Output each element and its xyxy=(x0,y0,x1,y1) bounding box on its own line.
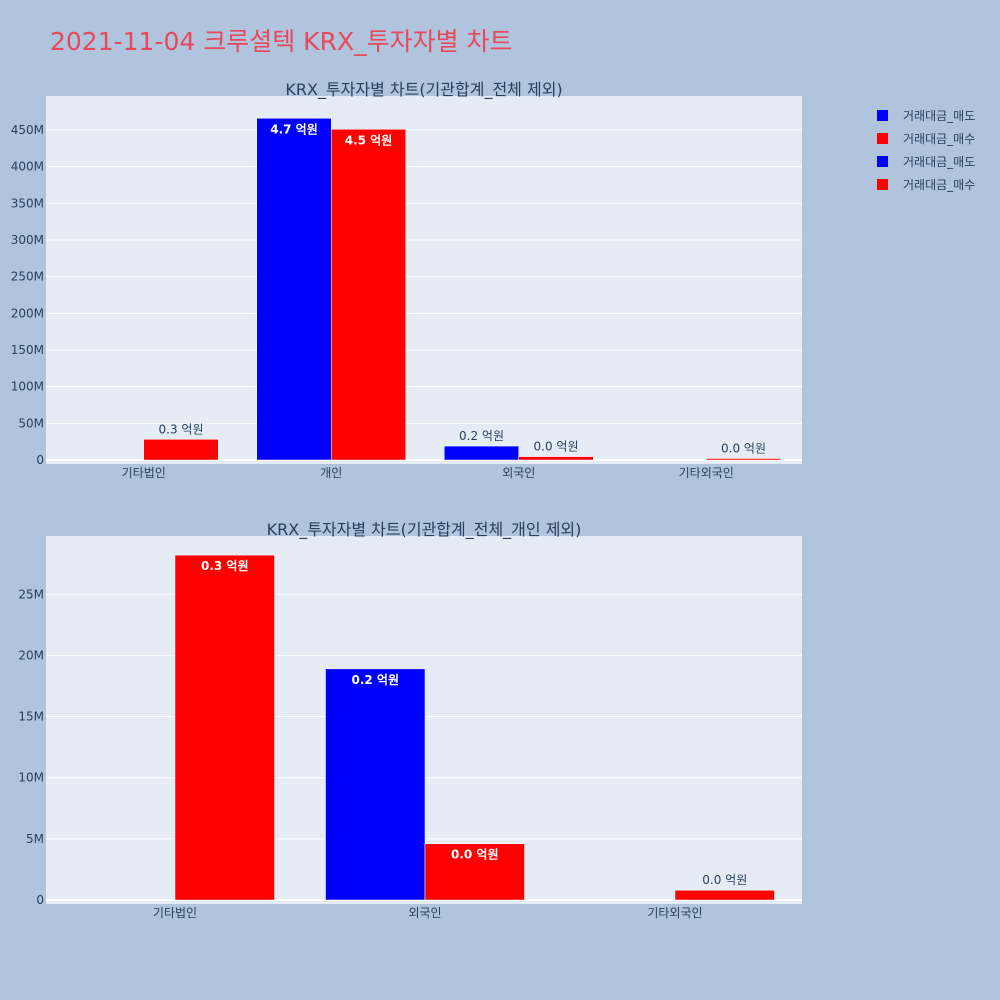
data-label: 0.0 억원 xyxy=(702,873,747,887)
data-label: 0.2 억원 xyxy=(459,429,504,443)
chart-title: KRX_투자자별 차트(기관합계_전체 제외) xyxy=(285,80,562,100)
chart-panel-1: 0 50M 100M 150M 200M 250M 300M 350M 400M 450M KRX_… xyxy=(11,80,802,480)
bar xyxy=(444,445,519,461)
legend-swatch xyxy=(877,110,888,121)
y-tick-label: 5M xyxy=(26,832,44,846)
legend-swatch xyxy=(877,156,888,167)
y-tick-label: 150M xyxy=(11,343,44,357)
data-label: 0.0 억원 xyxy=(451,848,499,862)
bar xyxy=(143,439,219,461)
y-tick-label: 50M xyxy=(18,416,44,430)
bar xyxy=(424,843,525,901)
y-tick-label: 0 xyxy=(36,453,44,467)
bar xyxy=(331,129,406,461)
y-tick-label: 100M xyxy=(11,380,44,394)
chart-panel-2: 0 5M 10M 15M 20M 25M KRX_투자자별 차트(기관합계_전체_개인 제외… xyxy=(18,520,802,920)
data-label: 0.0 억원 xyxy=(534,440,579,454)
bar xyxy=(674,889,775,901)
data-label: 0.3 억원 xyxy=(201,559,249,573)
y-tick-label: 400M xyxy=(11,160,44,174)
page-title: 2021-11-04 크루셜텍 KRX_투자자별 차트 xyxy=(50,27,513,56)
legend-label: 거래대금_매수 xyxy=(903,178,975,192)
bar xyxy=(518,456,594,461)
bar xyxy=(174,554,275,901)
y-tick-label: 25M xyxy=(18,587,44,601)
x-tick-label: 기타법인 xyxy=(122,466,166,480)
legend-label: 거래대금_매도 xyxy=(903,109,975,123)
data-label: 0.0 억원 xyxy=(721,442,766,456)
y-tick-label: 450M xyxy=(11,123,44,137)
x-tick-label: 외국인 xyxy=(408,906,441,920)
y-tick-label: 200M xyxy=(11,306,44,320)
x-tick-label: 기타법인 xyxy=(153,906,197,920)
data-label: 0.2 억원 xyxy=(351,673,399,687)
y-tick-label: 300M xyxy=(11,233,44,247)
plot-area xyxy=(46,96,802,464)
legend-label: 거래대금_매도 xyxy=(903,155,975,169)
x-tick-label: 기타외국인 xyxy=(647,906,702,920)
y-tick-label: 10M xyxy=(18,771,44,785)
x-tick-label: 개인 xyxy=(320,466,342,480)
y-tick-label: 0 xyxy=(36,893,44,907)
y-tick-label: 350M xyxy=(11,196,44,210)
legend-swatch xyxy=(877,133,888,144)
y-tick-label: 250M xyxy=(11,270,44,284)
data-label: 4.5 억원 xyxy=(345,133,393,147)
x-tick-label: 외국인 xyxy=(502,466,535,480)
bar xyxy=(325,668,426,901)
y-tick-label: 20M xyxy=(18,648,44,662)
bar xyxy=(256,118,332,461)
x-tick-label: 기타외국인 xyxy=(679,466,734,480)
legend-swatch xyxy=(877,179,888,190)
chart-title: KRX_투자자별 차트(기관합계_전체_개인 제외) xyxy=(267,520,582,540)
data-label: 0.3 억원 xyxy=(159,422,204,436)
legend-label: 거래대금_매수 xyxy=(903,132,975,146)
bar xyxy=(706,458,781,461)
data-label: 4.7 억원 xyxy=(270,122,318,136)
y-tick-label: 15M xyxy=(18,710,44,724)
